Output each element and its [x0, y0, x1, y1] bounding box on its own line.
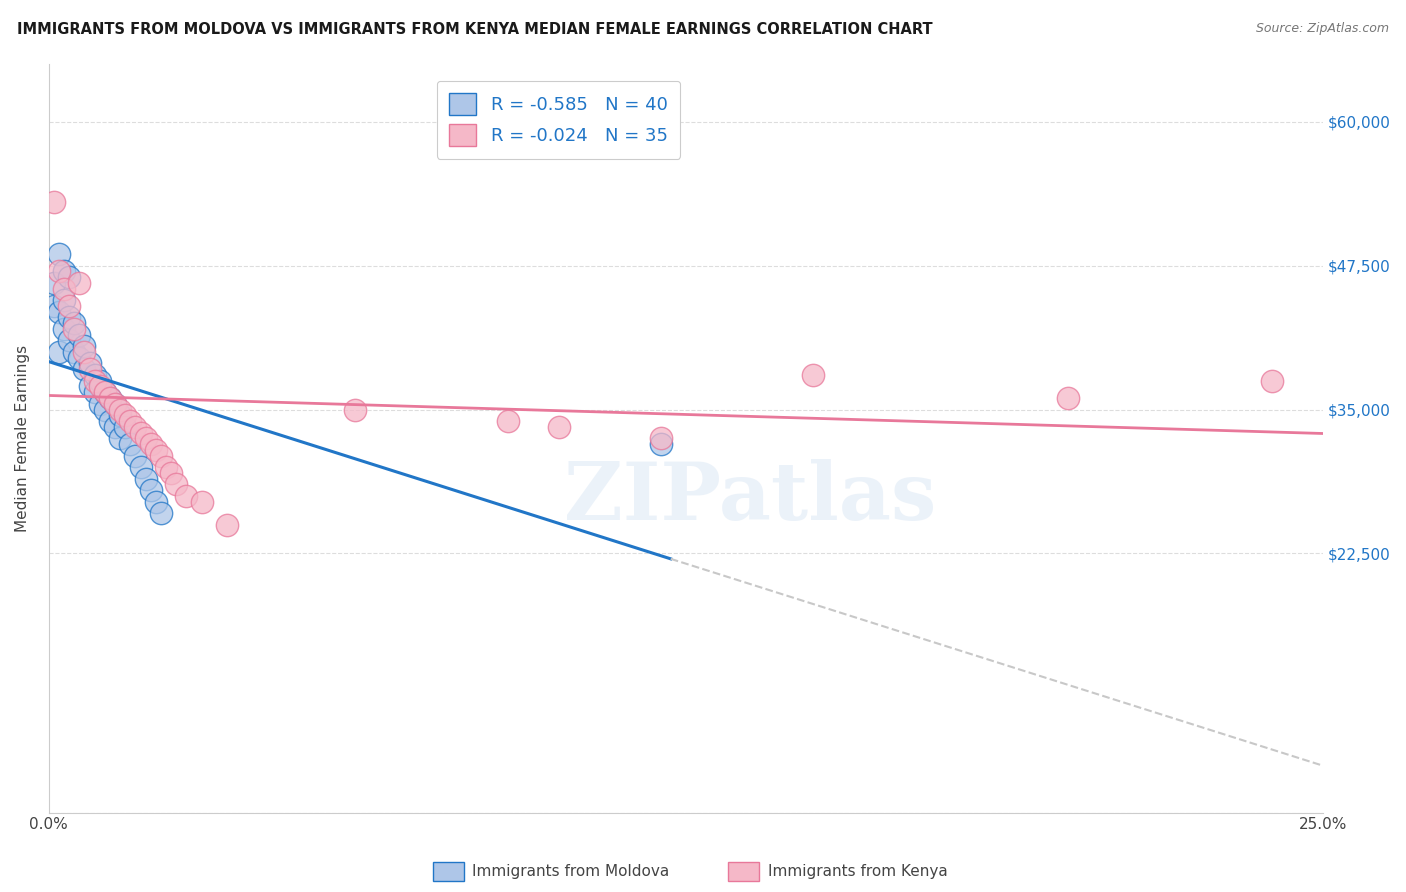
- Point: [53, 293, 76, 307]
- Point: [83, 385, 105, 400]
- Point: [160, 466, 183, 480]
- Point: [108, 402, 131, 417]
- Point: [135, 431, 157, 445]
- Point: [104, 397, 127, 411]
- Point: [139, 437, 162, 451]
- Point: [343, 402, 366, 417]
- Point: [79, 379, 101, 393]
- Point: [108, 409, 131, 423]
- Point: [98, 414, 121, 428]
- Point: [63, 322, 86, 336]
- Point: [145, 442, 167, 457]
- Point: [73, 345, 96, 359]
- Text: IMMIGRANTS FROM MOLDOVA VS IMMIGRANTS FROM KENYA MEDIAN FEMALE EARNINGS CORRELAT: IMMIGRANTS FROM MOLDOVA VS IMMIGRANTS FR…: [17, 22, 932, 37]
- Point: [650, 437, 672, 451]
- Text: ZIPatlas: ZIPatlas: [564, 459, 936, 537]
- Point: [176, 489, 198, 503]
- Point: [67, 276, 90, 290]
- Point: [104, 419, 127, 434]
- Point: [67, 327, 90, 342]
- Text: Immigrants from Kenya: Immigrants from Kenya: [768, 864, 948, 879]
- Point: [129, 425, 152, 440]
- Point: [42, 276, 65, 290]
- Point: [53, 282, 76, 296]
- Point: [89, 374, 111, 388]
- Point: [48, 247, 70, 261]
- Point: [79, 356, 101, 370]
- Point: [42, 195, 65, 210]
- Point: [58, 299, 80, 313]
- Y-axis label: Median Female Earnings: Median Female Earnings: [15, 344, 30, 532]
- Text: Source: ZipAtlas.com: Source: ZipAtlas.com: [1256, 22, 1389, 36]
- Point: [120, 414, 142, 428]
- Point: [650, 431, 672, 445]
- Point: [124, 449, 146, 463]
- Point: [217, 517, 239, 532]
- Point: [124, 419, 146, 434]
- Point: [108, 431, 131, 445]
- Point: [79, 362, 101, 376]
- Point: [149, 449, 172, 463]
- Point: [547, 419, 569, 434]
- Point: [1261, 374, 1284, 388]
- Point: [145, 494, 167, 508]
- Point: [58, 310, 80, 325]
- Point: [149, 506, 172, 520]
- Point: [48, 304, 70, 318]
- Point: [63, 345, 86, 359]
- Point: [98, 391, 121, 405]
- Point: [73, 362, 96, 376]
- Point: [58, 270, 80, 285]
- Point: [114, 409, 136, 423]
- Point: [120, 437, 142, 451]
- Point: [104, 397, 127, 411]
- Point: [63, 316, 86, 330]
- Point: [67, 351, 90, 365]
- Point: [42, 299, 65, 313]
- Point: [803, 368, 825, 382]
- Point: [1057, 391, 1080, 405]
- Point: [73, 339, 96, 353]
- Point: [135, 472, 157, 486]
- Point: [89, 379, 111, 393]
- Point: [48, 264, 70, 278]
- Point: [165, 477, 187, 491]
- Point: [58, 334, 80, 348]
- Point: [129, 460, 152, 475]
- Point: [53, 264, 76, 278]
- Point: [496, 414, 519, 428]
- Point: [53, 322, 76, 336]
- Point: [83, 374, 105, 388]
- Point: [98, 391, 121, 405]
- Point: [190, 494, 212, 508]
- Point: [48, 345, 70, 359]
- Text: Immigrants from Moldova: Immigrants from Moldova: [472, 864, 669, 879]
- Point: [83, 368, 105, 382]
- Point: [94, 385, 117, 400]
- Point: [114, 419, 136, 434]
- Point: [94, 385, 117, 400]
- Point: [94, 402, 117, 417]
- Point: [139, 483, 162, 497]
- Point: [89, 397, 111, 411]
- Point: [155, 460, 177, 475]
- Legend: R = -0.585   N = 40, R = -0.024   N = 35: R = -0.585 N = 40, R = -0.024 N = 35: [437, 80, 681, 159]
